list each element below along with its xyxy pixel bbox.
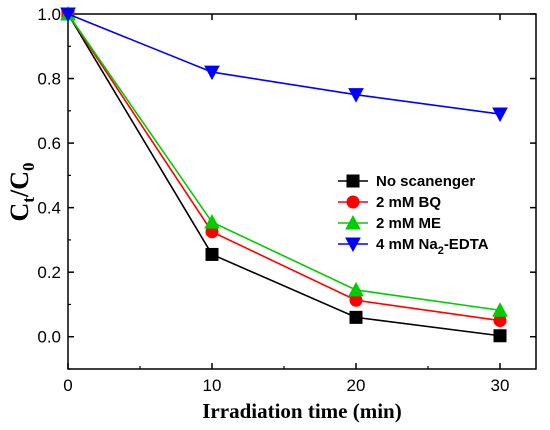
- series-line: [67, 13, 501, 322]
- data-point: [492, 302, 508, 317]
- legend-label: 4 mM Na2-EDTA: [376, 236, 489, 257]
- data-point: [493, 329, 507, 343]
- y-tick-label: 0.0: [37, 328, 61, 347]
- y-tick-label: 1.0: [37, 5, 61, 24]
- series: [60, 7, 508, 123]
- data-point: [492, 107, 508, 123]
- legend-label: No scanenger: [376, 173, 475, 190]
- data-point: [345, 237, 361, 253]
- data-point: [346, 174, 360, 188]
- x-tick-label: 10: [203, 376, 222, 395]
- y-tick-label: 0.4: [37, 199, 61, 218]
- series: [60, 5, 508, 317]
- legend-entry: No scanenger: [338, 173, 475, 190]
- series: [61, 7, 507, 328]
- legend-entry: 2 mM BQ: [338, 194, 441, 211]
- series-line: [67, 13, 501, 312]
- data-point: [204, 214, 220, 229]
- data-point: [348, 88, 364, 103]
- x-tick-label: 0: [63, 376, 72, 395]
- data-point: [349, 310, 363, 324]
- legend-label: 2 mM ME: [376, 215, 441, 232]
- x-tick-label: 20: [347, 376, 366, 395]
- data-point: [60, 7, 76, 23]
- data-point: [348, 281, 364, 297]
- data-point: [345, 214, 361, 230]
- legend-label: 2 mM BQ: [376, 194, 441, 211]
- y-tick-label: 0.8: [37, 70, 61, 89]
- series-line: [67, 13, 501, 337]
- legend: No scanenger 2 mM BQ 2 mM ME 4 mM Na2-EDTA: [338, 173, 489, 257]
- x-axis-title: Irradiation time (min): [202, 399, 401, 423]
- y-tick-label: 0.2: [37, 263, 61, 282]
- data-point: [205, 247, 219, 261]
- data-point: [346, 195, 360, 209]
- x-tick-label: 30: [491, 376, 510, 395]
- series-line: [67, 13, 501, 115]
- y-tick-label: 0.6: [37, 134, 61, 153]
- y-axis-title: Ct/C0: [5, 163, 38, 222]
- legend-entry: 2 mM ME: [338, 214, 441, 232]
- legend-entry: 4 mM Na2-EDTA: [338, 236, 489, 257]
- data-point: [204, 65, 220, 81]
- plot-frame: [67, 13, 537, 370]
